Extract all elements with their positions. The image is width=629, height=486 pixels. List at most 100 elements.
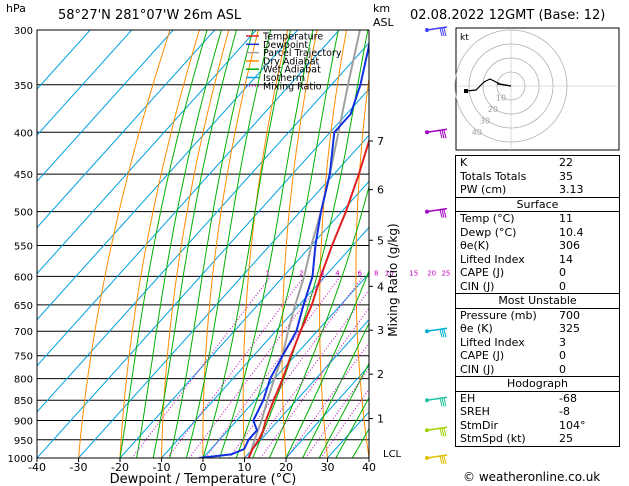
table-row: PW (cm) 3.13 xyxy=(456,183,619,197)
dry-adiabat-line xyxy=(78,30,171,458)
legend-label: Wet Adiabat xyxy=(263,65,321,76)
hodograph-ring-label: 40 xyxy=(472,128,482,137)
row-key: θe (K) xyxy=(460,322,493,335)
wind-barb-shaft xyxy=(426,327,448,332)
wind-barb xyxy=(425,128,448,139)
wet-adiabat-line xyxy=(169,30,254,458)
wet-adiabat-line xyxy=(252,30,369,458)
hodograph-unit-label: kt xyxy=(460,33,469,43)
wet-adiabat-line xyxy=(335,396,369,458)
dry-adiabat-line xyxy=(161,30,230,458)
table-row: StmSpd (kt) 25 xyxy=(456,432,619,446)
datetime-label: 02.08.2022 12GMT (Base: 12) xyxy=(410,8,606,23)
surface-rows: Temp (°C) 11 Dewp (°C) 10.4 θe(K) 306 Lifted I… xyxy=(456,212,619,293)
wind-barb-flag xyxy=(441,428,445,437)
row-value: 3 xyxy=(559,335,566,349)
pressure-tick-label: 550 xyxy=(14,241,33,252)
wind-barb-flag xyxy=(439,209,443,218)
pressure-tick-label: 950 xyxy=(14,436,33,447)
unstable-title: Most Unstable xyxy=(456,294,619,309)
mixing-ratio-line xyxy=(205,276,341,458)
row-value: 3.13 xyxy=(559,183,584,196)
km-tick-label: 2 xyxy=(377,368,384,381)
wind-barb-flag xyxy=(441,455,445,465)
hodograph-ring-label: 20 xyxy=(488,105,498,114)
mixing-ratio-label: 20 xyxy=(427,269,436,277)
wind-barb-flag xyxy=(443,130,447,139)
mixing-ratio-line xyxy=(320,388,369,458)
table-row: θe(K) 306 xyxy=(456,239,619,253)
isotherm-line xyxy=(285,365,369,458)
wind-barb-flag xyxy=(439,329,443,338)
hodograph-ring-label: 10 xyxy=(496,93,506,102)
wind-barb-flag xyxy=(441,209,445,218)
wind-barb-shaft xyxy=(426,128,448,134)
row-value: 14 xyxy=(559,252,573,266)
row-key: EH xyxy=(460,391,476,405)
km-tick-label: 5 xyxy=(377,234,384,247)
dry-adiabat-line xyxy=(281,30,318,458)
table-row: K 22 xyxy=(456,156,619,170)
table-row: CIN (J) 0 xyxy=(456,363,619,377)
wind-barb xyxy=(425,327,448,338)
isotherm-line xyxy=(37,30,133,136)
pressure-tick-label: 1000 xyxy=(8,454,33,465)
wind-barb-flag xyxy=(439,398,443,407)
hodograph: 10 20 30 40 kt xyxy=(454,27,620,151)
wet-adiabat-line xyxy=(318,362,369,458)
row-value: -68 xyxy=(559,391,577,405)
wind-barb-dot xyxy=(425,428,429,433)
credit-label: © weatheronline.co.uk xyxy=(463,470,601,484)
table-row: CIN (J) 0 xyxy=(456,280,619,294)
isotherm-line xyxy=(37,30,257,275)
row-key: CIN (J) xyxy=(460,279,495,293)
legend-label: Parcel Trajectory xyxy=(263,48,342,59)
row-key: Temp (°C) xyxy=(460,212,515,225)
mixing-ratio-label: 3 xyxy=(320,269,324,277)
wet-adiabat-line xyxy=(119,30,208,458)
row-value: 700 xyxy=(559,308,580,322)
pressure-tick-label: 500 xyxy=(14,208,33,219)
wind-barb-flag xyxy=(443,209,447,218)
dry-adiabat-line xyxy=(202,30,259,458)
asl-axis-title: ASL xyxy=(373,16,395,29)
wet-adiabat-line xyxy=(202,30,291,458)
legend-label: Dry Adiabat xyxy=(263,56,320,67)
isotherm-line xyxy=(37,42,369,413)
row-value: 11 xyxy=(559,212,573,225)
wind-barbs xyxy=(425,26,448,465)
dry-adiabat-line xyxy=(119,30,200,458)
axes: 1 2 3 4 6 8 10 15 20 2530035040045050055060065070… xyxy=(8,26,451,474)
pressure-tick-label: 900 xyxy=(14,417,33,428)
wind-barb-flag xyxy=(439,130,443,139)
isotherm-line xyxy=(78,134,369,458)
table-row: EH -68 xyxy=(456,392,619,406)
legend-label: Temperature xyxy=(262,32,323,43)
mixing-ratio-label: 8 xyxy=(374,269,378,277)
row-value: -8 xyxy=(559,405,570,418)
row-value: 325 xyxy=(559,322,580,335)
unstable-rows: Pressure (mb) 700 θe (K) 325 Lifted Index 3 CA… xyxy=(456,309,619,377)
isotherm-line xyxy=(37,30,216,229)
wind-barb-shaft xyxy=(426,454,448,459)
wind-barb-flag xyxy=(443,329,447,338)
table-row: StmDir 104° xyxy=(456,419,619,433)
table-row: Totals Totals 35 xyxy=(456,170,619,184)
location-label: 58°27'N 281°07'W 26m ASL xyxy=(58,8,242,23)
table-row: CAPE (J) 0 xyxy=(456,266,619,280)
mixing-ratio-line xyxy=(286,341,369,458)
wet-adiabat-line xyxy=(235,30,339,458)
wind-barb xyxy=(425,426,448,437)
wind-barb-flag xyxy=(441,27,445,37)
hpa-axis-title: hPa xyxy=(6,2,26,15)
dry-adiabat-line xyxy=(355,74,369,458)
temperature-tick-label: 20 xyxy=(279,461,293,474)
pressure-tick-label: 600 xyxy=(14,272,33,283)
wind-barb xyxy=(425,396,448,407)
pressure-tick-label: 350 xyxy=(14,81,33,92)
wind-barb-dot xyxy=(425,329,429,334)
wind-barb-dot xyxy=(425,130,429,135)
mixing-ratio-label: 10 xyxy=(385,269,394,277)
